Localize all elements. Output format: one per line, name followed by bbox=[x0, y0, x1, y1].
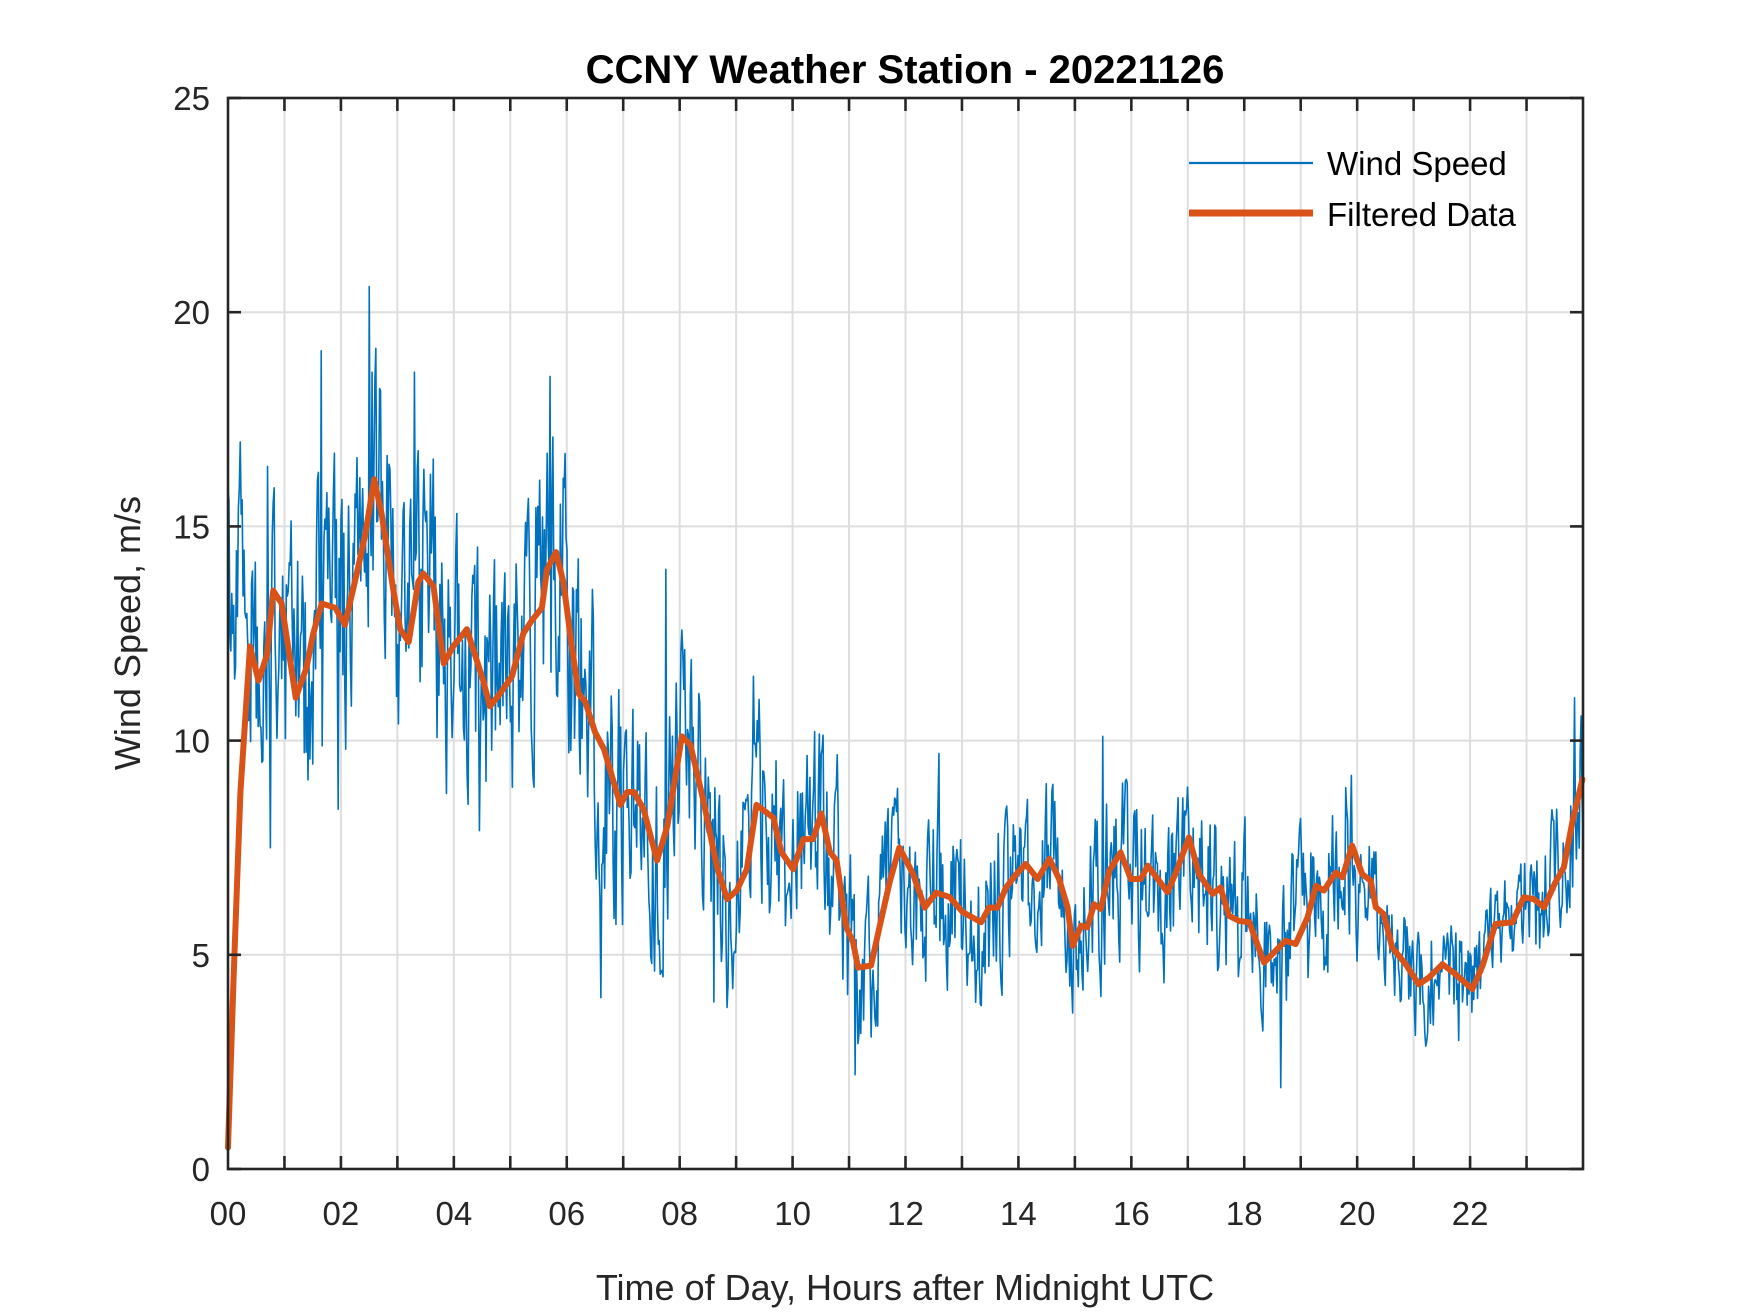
legend-label-filtered-data: Filtered Data bbox=[1327, 196, 1517, 233]
grid-lines bbox=[228, 98, 1583, 1169]
wind-speed-series bbox=[227, 285, 1584, 1089]
y-tick-label: 5 bbox=[192, 937, 210, 974]
x-tick-label: 22 bbox=[1452, 1195, 1489, 1232]
x-tick-label: 12 bbox=[887, 1195, 924, 1232]
x-axis-label: Time of Day, Hours after Midnight UTC bbox=[596, 1267, 1214, 1308]
filtered-data-line bbox=[225, 476, 1586, 1151]
y-tick-label: 15 bbox=[173, 508, 210, 545]
y-tick-label: 20 bbox=[173, 294, 210, 331]
x-tick-label: 14 bbox=[1000, 1195, 1037, 1232]
chart-title: CCNY Weather Station - 20221126 bbox=[586, 48, 1225, 92]
y-tick-label: 10 bbox=[173, 723, 210, 760]
legend: Wind Speed Filtered Data bbox=[1189, 145, 1517, 233]
tick-labels: 00 02 04 06 08 10 12 14 16 18 20 22 0 5 10 15 20 25 bbox=[173, 80, 1488, 1232]
y-tick-label: 0 bbox=[192, 1151, 210, 1188]
legend-label-wind-speed: Wind Speed bbox=[1327, 145, 1507, 182]
wind-speed-line bbox=[227, 285, 1584, 1089]
x-tick-label: 20 bbox=[1339, 1195, 1376, 1232]
x-tick-label: 02 bbox=[323, 1195, 360, 1232]
x-tick-label: 18 bbox=[1226, 1195, 1263, 1232]
axes bbox=[226, 96, 1585, 1171]
x-tick-label: 16 bbox=[1113, 1195, 1150, 1232]
y-tick-label: 25 bbox=[173, 80, 210, 117]
filtered-data-series bbox=[225, 476, 1586, 1151]
x-tick-label: 06 bbox=[548, 1195, 585, 1232]
x-tick-label: 08 bbox=[661, 1195, 698, 1232]
y-axis-label: Wind Speed, m/s bbox=[107, 496, 148, 770]
x-tick-label: 10 bbox=[774, 1195, 811, 1232]
x-tick-label: 04 bbox=[435, 1195, 472, 1232]
x-tick-label: 00 bbox=[210, 1195, 247, 1232]
